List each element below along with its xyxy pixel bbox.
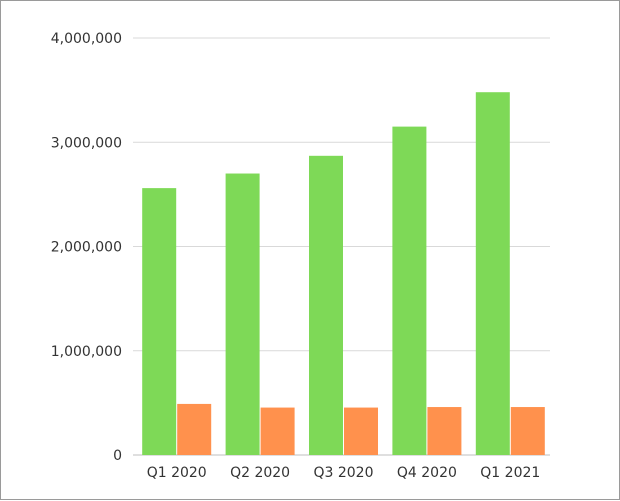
x-tick-label: Q4 2020 <box>397 465 457 481</box>
y-tick-label: 2,000,000 <box>51 240 122 256</box>
y-axis-tick-labels: 0 1,000,000 2,000,000 3,000,000 4,000,000 <box>51 31 122 464</box>
y-tick-label: 0 <box>113 448 122 464</box>
y-tick-label: 3,000,000 <box>51 135 122 151</box>
y-tick-label: 1,000,000 <box>51 344 122 360</box>
bar-series-2 <box>177 403 212 455</box>
bar-series-1 <box>309 155 343 456</box>
bar-series-1 <box>475 92 510 456</box>
bar-series-1 <box>225 173 260 455</box>
x-tick-label: Q1 2020 <box>147 465 207 481</box>
bar-series-1 <box>142 188 177 455</box>
bars <box>142 92 545 456</box>
bar-series-2 <box>344 407 378 455</box>
x-tick-label: Q2 2020 <box>230 465 290 481</box>
bar-series-2 <box>427 407 462 455</box>
x-tick-label: Q3 2020 <box>313 465 373 481</box>
bar-series-2 <box>510 407 545 455</box>
x-axis-tick-labels: Q1 2020 Q2 2020 Q3 2020 Q4 2020 Q1 2021 <box>147 465 541 481</box>
bar-series-1 <box>392 126 427 456</box>
x-tick-label: Q1 2021 <box>480 465 540 481</box>
bar-series-2 <box>260 407 295 455</box>
y-tick-label: 4,000,000 <box>51 31 122 47</box>
